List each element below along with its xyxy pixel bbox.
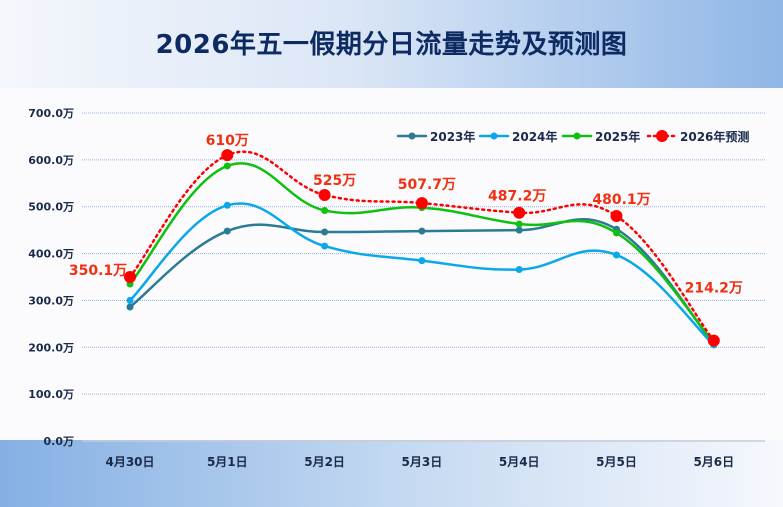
x-tick-label: 5月5日 — [596, 455, 637, 469]
data-label: 525万 — [313, 173, 356, 189]
data-point — [613, 229, 620, 237]
data-label: 480.1万 — [592, 192, 650, 208]
x-tick-label: 5月4日 — [499, 455, 540, 469]
data-point — [221, 149, 234, 162]
data-point — [223, 227, 231, 235]
data-point — [707, 334, 720, 347]
data-point — [415, 197, 428, 210]
data-label: 214.2万 — [685, 281, 743, 297]
legend-marker — [573, 132, 581, 140]
y-tick-label: 300.0万 — [28, 294, 74, 307]
data-label: 507.7万 — [398, 177, 456, 193]
title-bar: 2026年五一假期分日流量走势及预测图 — [0, 0, 783, 88]
data-point — [610, 210, 623, 223]
chart-title: 2026年五一假期分日流量走势及预测图 — [155, 30, 628, 60]
data-point — [321, 206, 329, 214]
legend-label: 2024年 — [512, 129, 557, 144]
y-tick-label: 500.0万 — [28, 201, 74, 214]
legend-label: 2025年 — [595, 129, 640, 144]
data-point — [613, 251, 620, 259]
y-tick-label: 600.0万 — [28, 154, 74, 167]
data-point — [126, 303, 134, 311]
legend-marker — [490, 132, 498, 140]
data-point — [124, 270, 136, 283]
data-point — [318, 189, 331, 201]
legend-marker — [408, 132, 416, 140]
data-point — [515, 266, 523, 274]
data-label: 487.2万 — [488, 189, 546, 205]
data-point — [223, 162, 231, 170]
data-point — [321, 242, 329, 250]
y-tick-label: 200.0万 — [28, 341, 74, 354]
data-point — [515, 220, 523, 228]
data-point — [513, 206, 526, 219]
y-tick-label: 0.0万 — [44, 435, 75, 448]
x-tick-label: 5月3日 — [402, 455, 443, 469]
data-point — [321, 228, 329, 236]
y-tick-label: 400.0万 — [28, 248, 74, 261]
legend-label: 2026年预测 — [680, 129, 749, 144]
x-tick-label: 5月1日 — [207, 455, 248, 469]
data-point — [418, 257, 426, 265]
legend-marker — [656, 130, 668, 142]
series-line-2023年 — [128, 218, 716, 346]
data-point — [418, 227, 426, 235]
data-point — [126, 296, 134, 304]
data-label: 350.1万 — [69, 263, 127, 279]
x-tick-label: 4月30日 — [105, 455, 154, 469]
data-point — [515, 226, 523, 234]
x-tick-label: 5月2日 — [304, 455, 345, 469]
y-tick-label: 100.0万 — [28, 388, 74, 401]
legend-label: 2023年 — [430, 129, 475, 144]
data-label: 610万 — [206, 133, 249, 149]
data-point — [223, 201, 231, 209]
y-tick-label: 700.0万 — [28, 107, 74, 120]
x-tick-label: 5月6日 — [693, 455, 734, 469]
bottom-band — [0, 440, 783, 507]
